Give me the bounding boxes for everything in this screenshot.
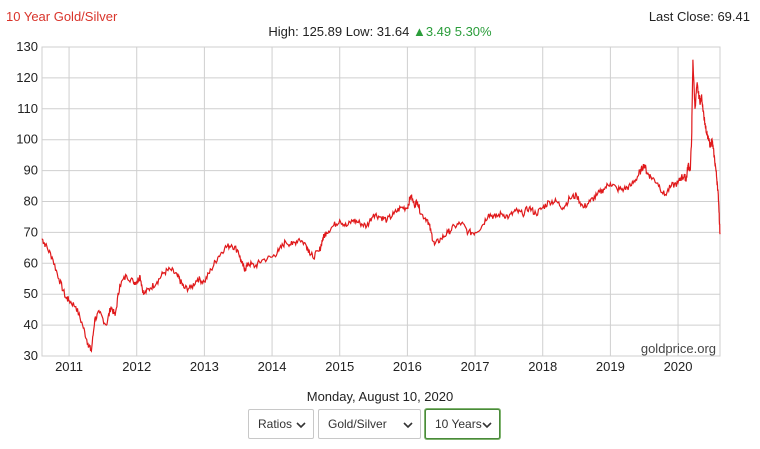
x-tick-label: 2014: [258, 359, 287, 374]
x-tick-label: 2015: [325, 359, 354, 374]
chevron-down-icon: [482, 422, 492, 429]
y-axis: 30 40 50 60 70 80 90 100 110 120 130: [16, 39, 38, 363]
chart-grid: [41, 46, 721, 357]
y-tick-label: 90: [24, 163, 38, 178]
y-tick-label: 70: [24, 224, 38, 239]
y-tick-label: 80: [24, 194, 38, 209]
x-tick-label: 2019: [596, 359, 625, 374]
y-tick-label: 110: [17, 101, 38, 116]
x-tick-label: 2017: [461, 359, 490, 374]
x-tick-label: 2012: [122, 359, 151, 374]
pair-select[interactable]: Gold/Silver: [318, 409, 421, 439]
y-tick-label: 100: [16, 132, 38, 147]
ratio-select-value: Ratios: [258, 417, 293, 431]
x-tick-label: 2018: [528, 359, 557, 374]
x-tick-label: 2013: [190, 359, 219, 374]
y-tick-label: 120: [16, 70, 38, 85]
date-label: Monday, August 10, 2020: [306, 389, 454, 404]
range-select-value: 10 Years: [435, 417, 482, 431]
change-indicator: ▲3.49 5.30%: [412, 24, 492, 39]
last-close-label: Last Close: 69.41: [648, 9, 750, 24]
watermark: goldprice.org: [641, 341, 716, 356]
y-tick-label: 130: [16, 39, 38, 54]
y-tick-label: 50: [24, 286, 38, 301]
x-tick-label: 2016: [393, 359, 422, 374]
pair-select-value: Gold/Silver: [328, 417, 387, 431]
high-low-text: High: 125.89 Low: 31.64: [268, 24, 410, 39]
y-tick-label: 40: [24, 317, 38, 332]
range-select[interactable]: 10 Years: [425, 409, 500, 439]
x-axis: 2011 2012 2013 2014 2015 2016 2017 2018 2019 2020: [55, 359, 692, 374]
gold-silver-ratio-line: [41, 59, 721, 353]
y-tick-label: 30: [24, 348, 38, 363]
chart-controls: Ratios Gold/Silver 10 Years: [0, 409, 760, 439]
x-tick-label: 2020: [664, 359, 693, 374]
chevron-down-icon: [403, 422, 413, 429]
y-tick-label: 60: [24, 255, 38, 270]
x-tick-label: 2011: [55, 359, 83, 374]
chart-title: 10 Year Gold/Silver: [6, 9, 118, 24]
chevron-down-icon: [296, 422, 306, 429]
high-low-stats: High: 125.89 Low: 31.64 ▲3.49 5.30%: [0, 24, 760, 39]
ratio-select[interactable]: Ratios: [248, 409, 314, 439]
